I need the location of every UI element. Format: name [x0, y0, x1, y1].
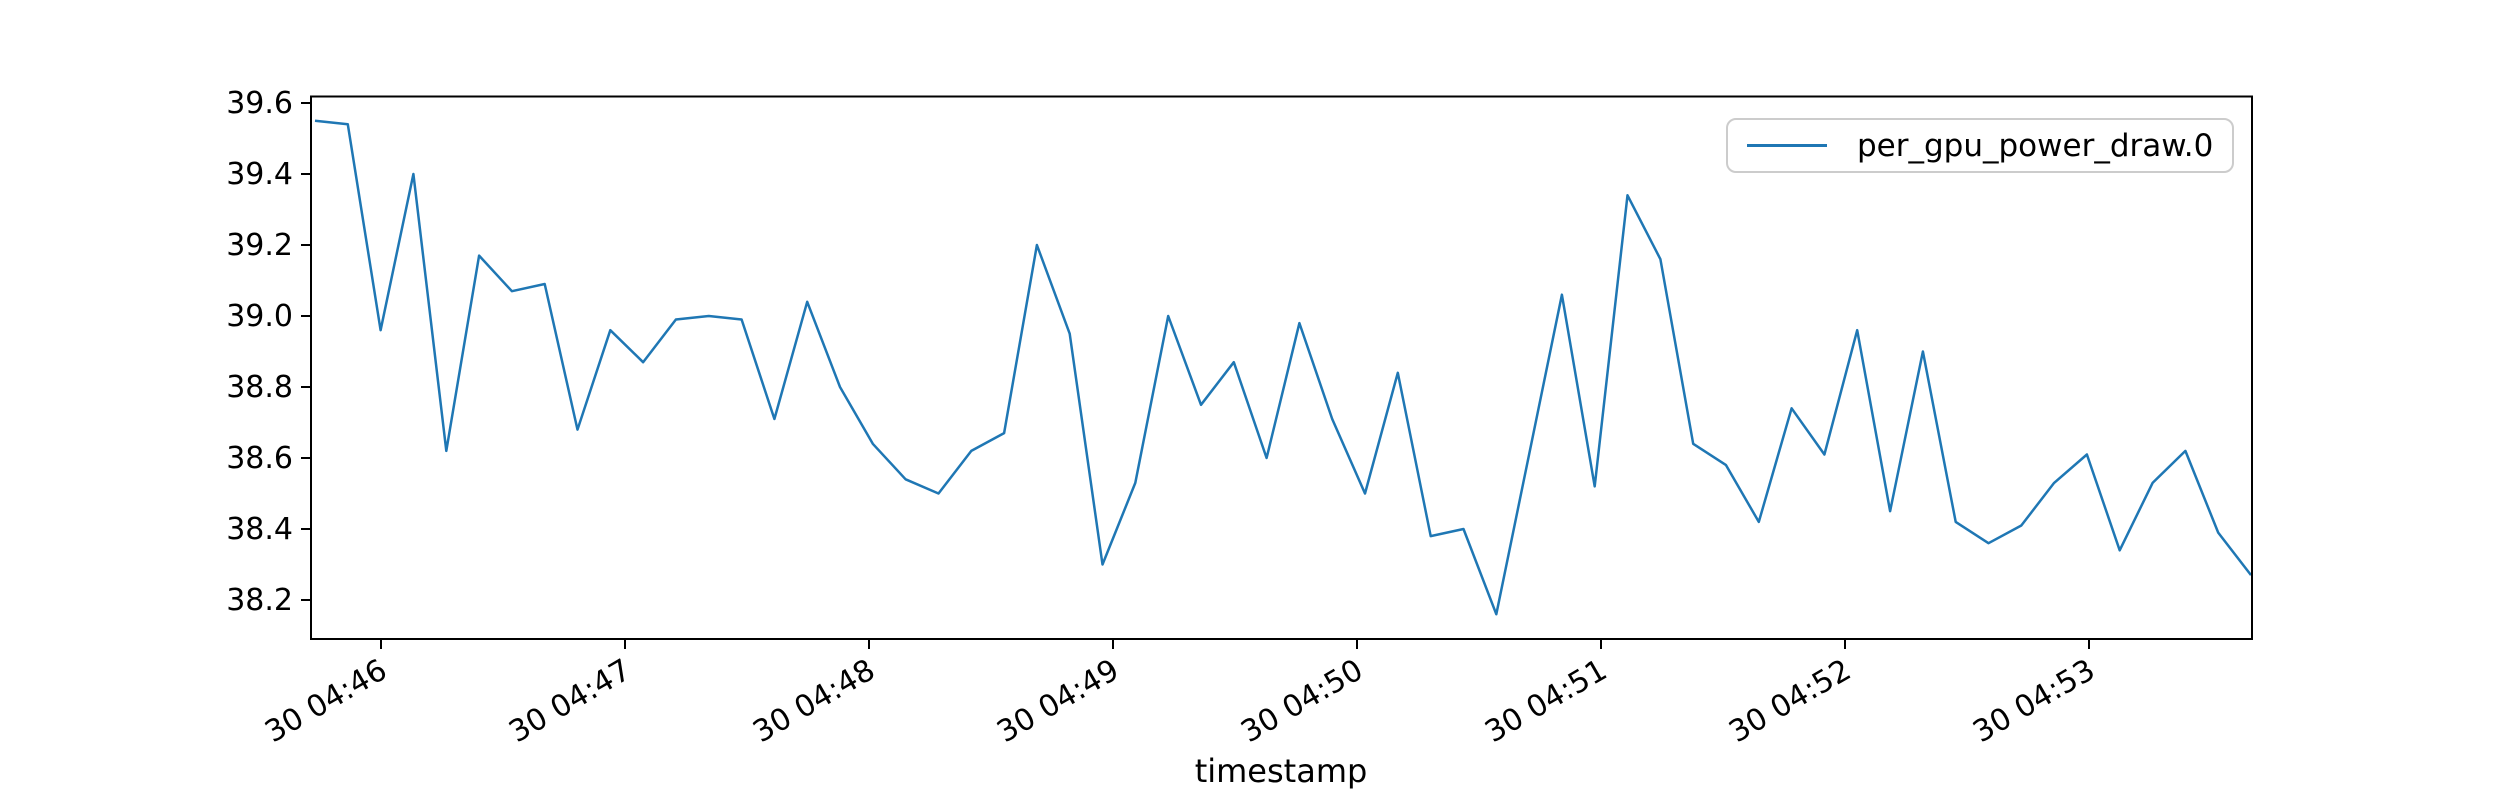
y-tick-label: 39.2: [226, 228, 293, 263]
x-tick-label: 30 04:53: [1967, 653, 2101, 750]
legend-box: [1726, 118, 2234, 173]
y-tick-label: 38.4: [226, 512, 293, 547]
y-axis: 39.6 39.4 39.2 39.0 38.8 38.6 38.4 38.2: [226, 86, 311, 618]
x-tick-label: 30 04:50: [1235, 653, 1369, 750]
legend: per_gpu_power_draw.0: [1726, 118, 2234, 173]
x-tick-label: 30 04:48: [747, 653, 881, 750]
x-tick-label: 30 04:52: [1723, 653, 1857, 750]
legend-label: per_gpu_power_draw.0: [1857, 128, 2213, 164]
y-tick-label: 39.0: [226, 299, 293, 334]
series-line-per_gpu_power_draw.0: [314, 119, 2252, 616]
x-tick-label: 30 04:51: [1479, 653, 1613, 750]
y-tick-label: 38.6: [226, 441, 293, 476]
y-tick-label: 39.4: [226, 157, 293, 192]
x-axis: 30 04:46 30 04:47 30 04:48 30 04:49 30 04:50…: [259, 639, 2101, 750]
y-tick-label: 38.8: [226, 370, 293, 405]
x-tick-label: 30 04:46: [259, 653, 393, 750]
y-tick-label: 38.2: [226, 583, 293, 618]
plot-area: [311, 96, 2252, 639]
y-tick-label: 39.6: [226, 86, 293, 121]
x-tick-label: 30 04:49: [991, 653, 1125, 750]
axes-spines: [310, 95, 2253, 640]
x-axis-title: timestamp: [1195, 752, 1368, 790]
x-tick-label: 30 04:47: [503, 653, 637, 750]
